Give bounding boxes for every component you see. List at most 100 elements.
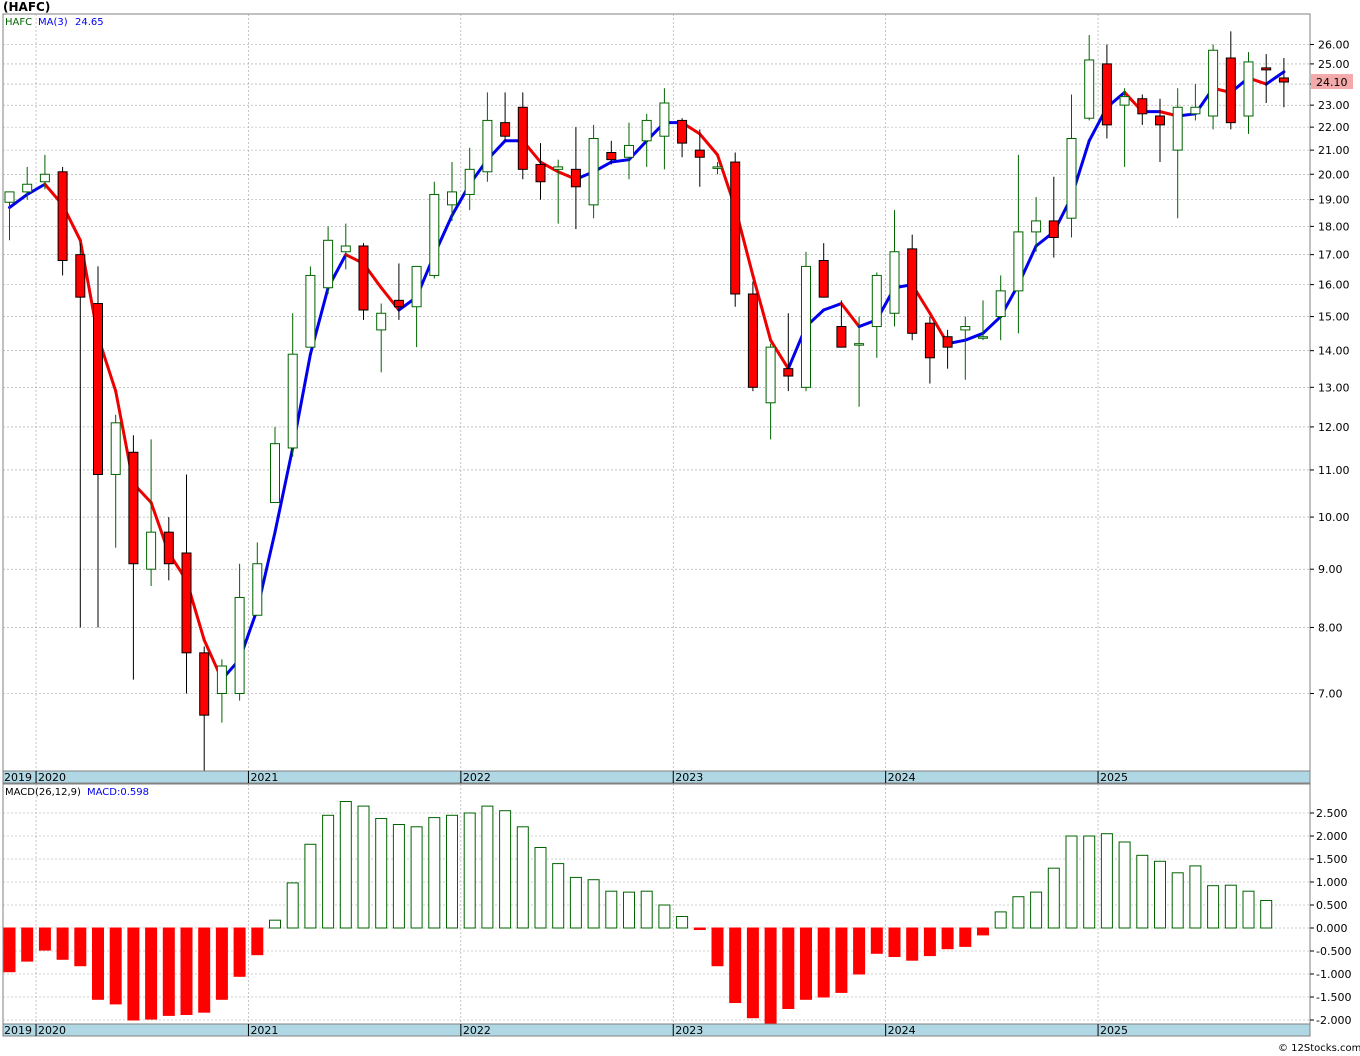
date-label: 2023: [675, 1024, 703, 1037]
macd-bar: [746, 927, 759, 1019]
copyright: © 12Stocks.com: [1278, 1043, 1360, 1054]
price-tick-label: 12.00: [1318, 421, 1350, 434]
candle: [995, 275, 1006, 341]
macd-bar: [1012, 896, 1025, 929]
macd-bar: [534, 847, 547, 929]
candle: [358, 243, 369, 320]
candle-body: [1243, 61, 1254, 117]
macd-bar: [977, 927, 989, 936]
macd-bar: [711, 927, 724, 967]
candle-body: [1261, 67, 1272, 71]
price-tick-label: 11.00: [1318, 464, 1350, 477]
candle: [659, 88, 670, 170]
candle: [606, 140, 617, 165]
candle: [765, 343, 776, 440]
candle: [287, 313, 298, 457]
candle: [1208, 44, 1219, 130]
macd-bar: [729, 927, 742, 1004]
price-tick-label: 8.00: [1318, 621, 1343, 634]
macd-bar: [38, 927, 51, 951]
macd-panel: 2.500 2.000 1.500 1.000 0.500 0.000 -0.500 -1.0…: [2, 783, 1351, 1027]
macd-bar: [941, 927, 954, 950]
candle: [252, 542, 263, 616]
candle-body: [694, 149, 705, 158]
candle-body: [517, 106, 528, 170]
candle-body: [836, 326, 847, 348]
candle-body: [4, 191, 15, 203]
macd-bar: [764, 927, 777, 1026]
macd-bar: [623, 891, 635, 929]
macd-bar: [640, 890, 653, 929]
candle-body: [500, 122, 511, 137]
candle: [128, 435, 139, 680]
macd-bar: [233, 927, 246, 977]
candle-body: [677, 119, 688, 144]
candle: [1155, 98, 1165, 163]
candle-body: [393, 299, 404, 308]
candle-body: [287, 353, 298, 449]
macd-bar: [1136, 854, 1149, 929]
macd-tick-label: -1.000: [1316, 968, 1351, 981]
candle-body: [624, 144, 634, 158]
macd-bar: [552, 863, 565, 929]
candlestick-series: [4, 31, 1289, 779]
macd-bar: [92, 927, 104, 1000]
macd-bar: [3, 927, 16, 973]
candle: [1137, 94, 1148, 125]
macd-bar: [1224, 884, 1237, 929]
candle-body: [1119, 96, 1130, 106]
candle-body: [588, 137, 599, 206]
candle-body: [942, 336, 953, 348]
candle-body: [553, 166, 564, 170]
candle: [712, 162, 723, 175]
candle-body: [1048, 220, 1059, 238]
price-legend: HAFC MA(3) 24.65: [5, 17, 104, 28]
candle: [783, 313, 794, 392]
macd-bar: [693, 927, 706, 930]
price-tick-label: 25.00: [1318, 58, 1350, 71]
candle: [1172, 88, 1183, 219]
candle-body: [482, 119, 493, 173]
candle: [1278, 57, 1289, 108]
macd-bar: [251, 927, 264, 956]
ma3-segment: [769, 338, 790, 371]
candle-body: [783, 368, 794, 377]
date-label: 2021: [250, 1024, 278, 1037]
price-tick-label: 22.00: [1318, 121, 1350, 134]
candle: [553, 159, 564, 224]
candle-body: [570, 168, 581, 188]
candle-body: [765, 346, 776, 404]
candle-body: [1208, 49, 1219, 117]
candle-body: [659, 102, 670, 137]
candle: [22, 166, 33, 200]
candle: [110, 414, 121, 548]
candle-body: [447, 191, 457, 206]
candle: [960, 316, 971, 380]
candle: [641, 113, 652, 167]
candle-body: [960, 326, 971, 331]
macd-bar: [286, 882, 299, 929]
candle: [535, 143, 546, 200]
candle-body: [1084, 59, 1095, 119]
candle-body: [747, 293, 758, 388]
macd-bar: [1083, 835, 1096, 929]
price-tick-label: 19.00: [1318, 194, 1350, 207]
ma3-segment: [539, 160, 560, 174]
price-tick-label: 13.00: [1318, 381, 1350, 394]
candle-body: [340, 245, 351, 253]
candle-body: [75, 254, 86, 298]
candle: [1119, 88, 1130, 167]
legend-ma-label: MA(3): [38, 17, 68, 28]
price-tick-label: 17.00: [1318, 249, 1350, 262]
candle: [1101, 44, 1112, 139]
macd-bar: [21, 927, 34, 962]
candle: [624, 122, 634, 180]
candle-body: [429, 193, 440, 276]
candle-body: [1190, 106, 1201, 115]
macd-bar: [658, 904, 671, 929]
last-price-box: [1311, 74, 1353, 90]
macd-bar: [428, 817, 441, 929]
candle-body: [1172, 106, 1183, 151]
macd-bar: [74, 927, 87, 967]
macd-bar: [339, 801, 352, 929]
